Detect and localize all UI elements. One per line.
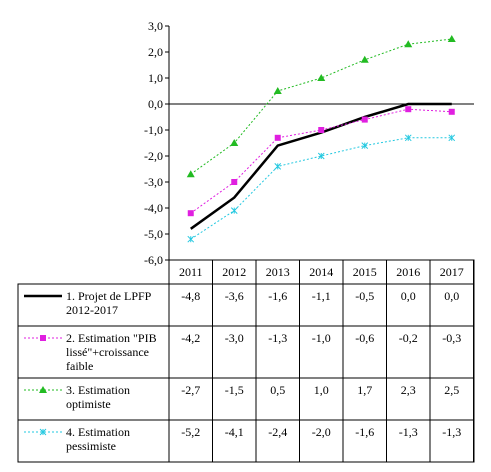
x-category-label: 2017 bbox=[440, 265, 464, 279]
data-point-triangle bbox=[404, 40, 413, 48]
data-point-square bbox=[40, 335, 46, 341]
legend-label: faible bbox=[66, 359, 93, 373]
y-tick-label: 1,0 bbox=[148, 71, 163, 85]
data-point-square bbox=[448, 108, 455, 115]
data-point-triangle bbox=[39, 386, 47, 393]
data-point-x bbox=[317, 152, 325, 160]
plot-area: 3,0 2,0 1,0 0,0 -1,0 -2,0 -3,0 -4,0 -5,0 -6,0 bbox=[144, 19, 474, 267]
series-2 bbox=[187, 106, 455, 217]
legend-label: pessimiste bbox=[66, 439, 116, 453]
data-label: -1,3 bbox=[268, 331, 287, 345]
x-category-label: 2012 bbox=[222, 265, 246, 279]
data-point-square bbox=[187, 210, 194, 217]
data-label: -1,5 bbox=[225, 383, 244, 397]
data-point-triangle bbox=[230, 139, 239, 146]
legend-label: 4. Estimation bbox=[66, 425, 130, 439]
y-tick-label: -3,0 bbox=[144, 175, 163, 189]
data-label: 1,0 bbox=[314, 383, 329, 397]
y-tick-label: -2,0 bbox=[144, 149, 163, 163]
data-point-x bbox=[274, 163, 282, 170]
data-label: -0,3 bbox=[442, 331, 461, 345]
data-label: -4,2 bbox=[181, 331, 200, 345]
data-point-x bbox=[187, 235, 195, 243]
data-point-triangle bbox=[447, 35, 456, 42]
legend-label: 2012-2017 bbox=[66, 303, 118, 317]
x-category-label: 2013 bbox=[266, 265, 290, 279]
data-point-x bbox=[361, 142, 369, 149]
y-tick-label: 0,0 bbox=[148, 97, 163, 111]
data-label: -4,1 bbox=[225, 425, 244, 439]
data-point-square bbox=[274, 134, 281, 141]
data-label: -2,7 bbox=[181, 383, 200, 397]
data-point-triangle bbox=[273, 87, 282, 94]
data-label: -3,6 bbox=[225, 289, 244, 303]
data-point-x bbox=[404, 134, 412, 142]
y-tick-label: -4,0 bbox=[144, 201, 163, 215]
legend-label: optimiste bbox=[66, 397, 111, 411]
data-point-x bbox=[448, 134, 456, 142]
legend-label: 1. Projet de LPFP bbox=[66, 289, 152, 303]
data-label: -0,6 bbox=[355, 331, 374, 345]
y-tick-label: 2,0 bbox=[148, 45, 163, 59]
data-point-square bbox=[405, 106, 412, 113]
table-row: 2. Estimation "PIBlissé"+croissancefaibl… bbox=[24, 331, 461, 373]
data-label: 0,0 bbox=[401, 289, 416, 303]
data-point-triangle bbox=[360, 55, 369, 63]
legend-label: 2. Estimation "PIB bbox=[66, 331, 157, 345]
y-tick-label: -1,0 bbox=[144, 123, 163, 137]
series-4 bbox=[187, 134, 456, 243]
data-point-x bbox=[39, 428, 47, 436]
data-label: 2,3 bbox=[401, 383, 416, 397]
data-label: -3,0 bbox=[225, 331, 244, 345]
data-label: 1,7 bbox=[357, 383, 372, 397]
data-point-x bbox=[230, 207, 238, 214]
data-point-square bbox=[361, 116, 368, 123]
x-category-label: 2015 bbox=[353, 265, 377, 279]
data-point-square bbox=[318, 127, 325, 133]
data-label: 2,5 bbox=[444, 383, 459, 397]
data-label: -2,4 bbox=[268, 425, 287, 439]
x-category-label: 2011 bbox=[179, 265, 203, 279]
data-label: -4,8 bbox=[181, 289, 200, 303]
data-label: 0,5 bbox=[270, 383, 285, 397]
data-label: -1,6 bbox=[268, 289, 287, 303]
series-line bbox=[190, 108, 452, 214]
data-point-triangle bbox=[186, 170, 195, 178]
x-category-label: 2014 bbox=[309, 265, 333, 279]
legend-label: 3. Estimation bbox=[66, 383, 130, 397]
data-label: -1,6 bbox=[355, 425, 374, 439]
data-point-triangle bbox=[317, 74, 326, 81]
data-point-square bbox=[231, 179, 238, 185]
data-label: -1,1 bbox=[312, 289, 331, 303]
series-1 bbox=[190, 102, 452, 230]
data-table: 2011 2012 2013 2014 2015 2016 2017 1. Projet de… bbox=[17, 259, 475, 463]
data-label: -2,0 bbox=[312, 425, 331, 439]
data-label: -0,2 bbox=[399, 331, 418, 345]
y-tick-label: -5,0 bbox=[144, 227, 163, 241]
data-label: -5,2 bbox=[181, 425, 200, 439]
data-label: -1,3 bbox=[399, 425, 418, 439]
data-label: -1,0 bbox=[312, 331, 331, 345]
data-label: 0,0 bbox=[444, 289, 459, 303]
x-category-label: 2016 bbox=[396, 265, 420, 279]
y-tick-label: -6,0 bbox=[144, 253, 163, 267]
series-line bbox=[190, 102, 452, 230]
data-label: -0,5 bbox=[355, 289, 374, 303]
y-tick-label: 3,0 bbox=[148, 19, 163, 33]
data-label: -1,3 bbox=[442, 425, 461, 439]
legend-label: lissé"+croissance bbox=[66, 345, 149, 359]
series-3 bbox=[186, 35, 456, 178]
